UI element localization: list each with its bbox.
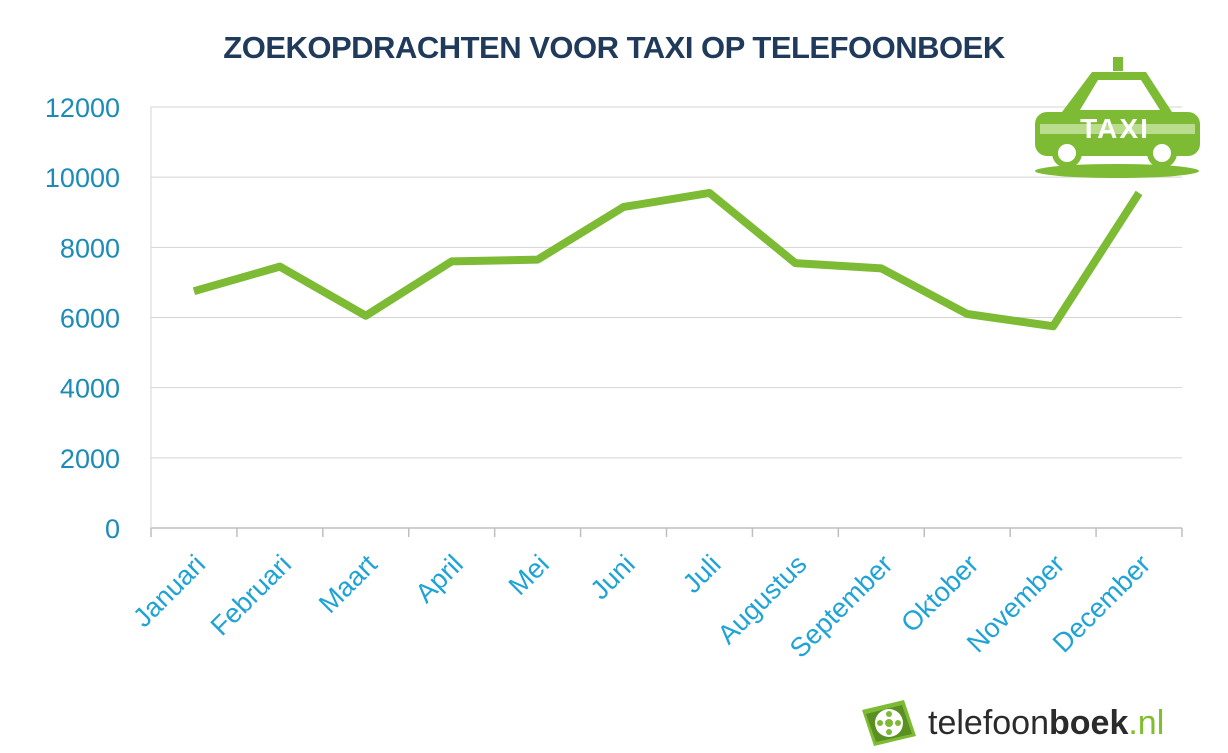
brand-name-bold: boek xyxy=(1049,704,1129,742)
chart-title: ZOEKOPDRACHTEN VOOR TAXI OP TELEFOONBOEK xyxy=(223,30,1005,65)
grid-lines xyxy=(151,106,1182,459)
brand-name-light: telefoon xyxy=(928,704,1049,742)
y-tick-label: 4000 xyxy=(60,374,120,404)
x-tick-label: Maart xyxy=(313,549,383,619)
taxi-label: TAXI xyxy=(1080,113,1150,144)
y-tick-label: 12000 xyxy=(45,93,120,123)
x-tick-label: Juli xyxy=(677,549,727,599)
series-line xyxy=(192,188,1143,331)
y-tick-label: 8000 xyxy=(60,233,120,263)
y-tick-label: 10000 xyxy=(45,163,120,193)
x-tick-label: Januari xyxy=(127,549,211,633)
brand-logo: telefoonboek.nl xyxy=(858,696,1220,748)
x-tick-label: Oktober xyxy=(895,549,984,638)
x-tick-label: Juni xyxy=(585,549,641,605)
y-tick-label: 2000 xyxy=(60,444,120,474)
x-tick-label: April xyxy=(410,549,469,608)
y-tick-label: 6000 xyxy=(60,304,120,334)
x-tick-label: Februari xyxy=(205,549,297,641)
series-layer xyxy=(192,188,1143,331)
brand-name: telefoonboek.nl xyxy=(928,704,1164,743)
film-reel-icon xyxy=(862,700,916,746)
x-axis xyxy=(150,107,1183,537)
y-axis-ticks: 0 2000 4000 6000 8000 10000 12000 xyxy=(45,93,120,544)
taxi-icon: TAXI xyxy=(1035,57,1200,178)
x-tick-label: Mei xyxy=(503,549,555,601)
y-tick-label: 0 xyxy=(105,514,120,544)
brand-tld: .nl xyxy=(1128,704,1165,742)
